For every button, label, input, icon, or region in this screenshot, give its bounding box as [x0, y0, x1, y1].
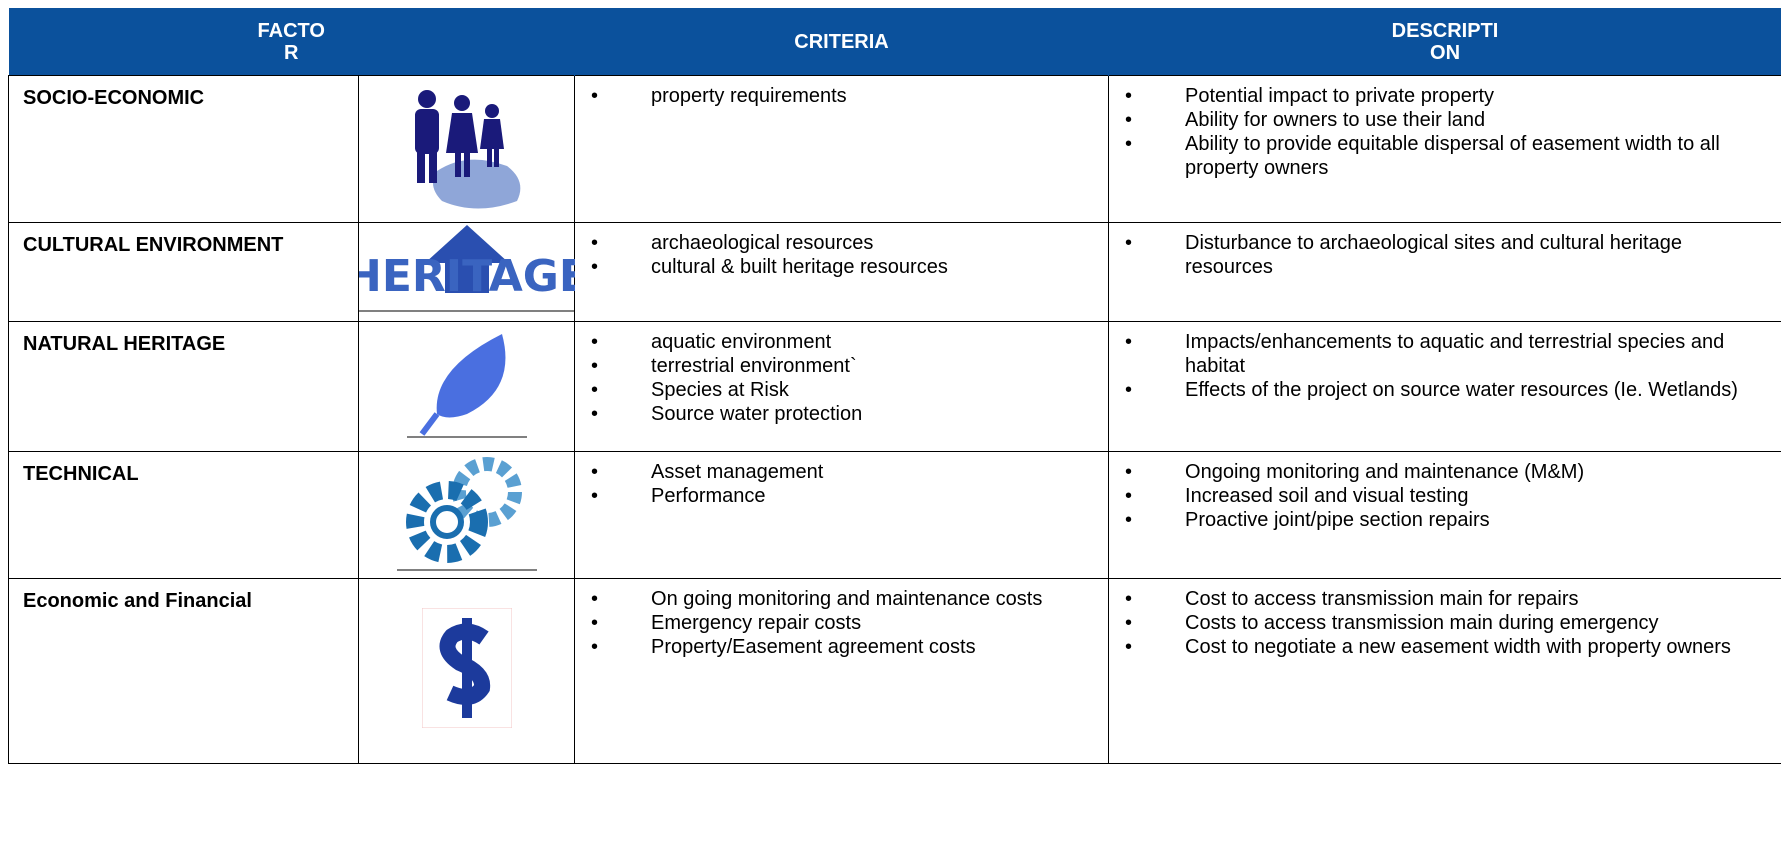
- icon: [396, 457, 537, 571]
- description-cell: Disturbance to archaeological sites and …: [1108, 222, 1781, 322]
- description-cell: Potential impact to private propertyAbil…: [1108, 75, 1781, 223]
- table-row: CULTURAL ENVIRONMENTHERITAGEarchaeologic…: [8, 222, 1781, 322]
- icon-cell: [357, 321, 576, 452]
- description-cell: Ongoing monitoring and maintenance (M&M)…: [1108, 451, 1781, 579]
- criteria-item: archaeological resources: [575, 231, 1098, 255]
- description-item: Ability to provide equitable dispersal o…: [1109, 132, 1771, 180]
- criteria-item: On going monitoring and maintenance cost…: [575, 587, 1098, 611]
- table-row: SOCIO-ECONOMIC property requirements Poten…: [8, 75, 1781, 223]
- criteria-item: aquatic environment: [575, 330, 1098, 354]
- criteria-list: aquatic environmentterrestrial environme…: [575, 322, 1108, 426]
- description-cell: Cost to access transmission main for rep…: [1108, 578, 1781, 764]
- description-list: Ongoing monitoring and maintenance (M&M)…: [1109, 452, 1781, 532]
- icon: [414, 90, 520, 209]
- factor-cell: NATURAL HERITAGE: [8, 321, 359, 452]
- criteria-item: Performance: [575, 484, 1098, 508]
- icon: [406, 333, 527, 437]
- criteria-item: Source water protection: [575, 402, 1098, 426]
- criteria-cell: aquatic environmentterrestrial environme…: [574, 321, 1110, 452]
- description-item: Ongoing monitoring and maintenance (M&M): [1109, 460, 1771, 484]
- description-item: Costs to access transmission main during…: [1109, 611, 1771, 635]
- icon-cell: [357, 451, 576, 579]
- criteria-list: property requirements: [575, 76, 1108, 108]
- description-list: Potential impact to private propertyAbil…: [1109, 76, 1781, 180]
- description-item: Disturbance to archaeological sites and …: [1109, 231, 1771, 279]
- criteria-cell: On going monitoring and maintenance cost…: [574, 578, 1110, 764]
- header-cell: DESCRIPTI ON: [1108, 8, 1781, 76]
- description-item: Cost to access transmission main for rep…: [1109, 587, 1771, 611]
- icon-cell: [357, 578, 576, 764]
- criteria-list: archaeological resourcescultural & built…: [575, 223, 1108, 279]
- factor-table: FACTO R CRITERIA DESCRIPTI ON SOCIO-ECON…: [8, 8, 1781, 764]
- criteria-list: On going monitoring and maintenance cost…: [575, 579, 1108, 659]
- description-list: Cost to access transmission main for rep…: [1109, 579, 1781, 659]
- factor-cell: SOCIO-ECONOMIC: [8, 75, 359, 223]
- factor-cell: Economic and Financial: [8, 578, 359, 764]
- description-cell: Impacts/enhancements to aquatic and terr…: [1108, 321, 1781, 452]
- description-item: Cost to negotiate a new easement width w…: [1109, 635, 1771, 659]
- icon: [421, 607, 512, 729]
- table-row: TECHNICALAsset managementPerformanceOngo…: [8, 451, 1781, 579]
- table-row: Economic and Financial On going monitorin…: [8, 578, 1781, 764]
- description-item: Increased soil and visual testing: [1109, 484, 1771, 508]
- header-cell: FACTO R: [8, 8, 576, 76]
- icon-cell: HERITAGE: [345, 222, 589, 322]
- description-item: Ability for owners to use their land: [1109, 108, 1771, 132]
- criteria-item: Species at Risk: [575, 378, 1098, 402]
- icon-label: HERITAGE: [359, 251, 575, 302]
- table-row: NATURAL HERITAGE aquatic environmentterre…: [8, 321, 1781, 452]
- description-item: Impacts/enhancements to aquatic and terr…: [1109, 330, 1771, 378]
- criteria-item: cultural & built heritage resources: [575, 255, 1098, 279]
- icon: HERITAGE: [345, 225, 589, 312]
- criteria-cell: property requirements: [574, 75, 1110, 223]
- description-item: Effects of the project on source water r…: [1109, 378, 1771, 402]
- icon-cell: [357, 75, 576, 223]
- factor-cell: CULTURAL ENVIRONMENT: [8, 222, 359, 322]
- description-item: Potential impact to private property: [1109, 84, 1771, 108]
- criteria-item: Emergency repair costs: [575, 611, 1098, 635]
- criteria-list: Asset managementPerformance: [575, 452, 1108, 508]
- description-list: Impacts/enhancements to aquatic and terr…: [1109, 322, 1781, 402]
- criteria-item: Asset management: [575, 460, 1098, 484]
- description-item: Proactive joint/pipe section repairs: [1109, 508, 1771, 532]
- criteria-cell: archaeological resourcescultural & built…: [574, 222, 1110, 322]
- header-row: FACTO R CRITERIA DESCRIPTI ON: [8, 8, 1781, 76]
- criteria-item: terrestrial environment`: [575, 354, 1098, 378]
- header-cell: CRITERIA: [574, 8, 1110, 76]
- description-list: Disturbance to archaeological sites and …: [1109, 223, 1781, 279]
- factor-cell: TECHNICAL: [8, 451, 359, 579]
- criteria-cell: Asset managementPerformance: [574, 451, 1110, 579]
- criteria-item: Property/Easement agreement costs: [575, 635, 1098, 659]
- criteria-item: property requirements: [575, 84, 1098, 108]
